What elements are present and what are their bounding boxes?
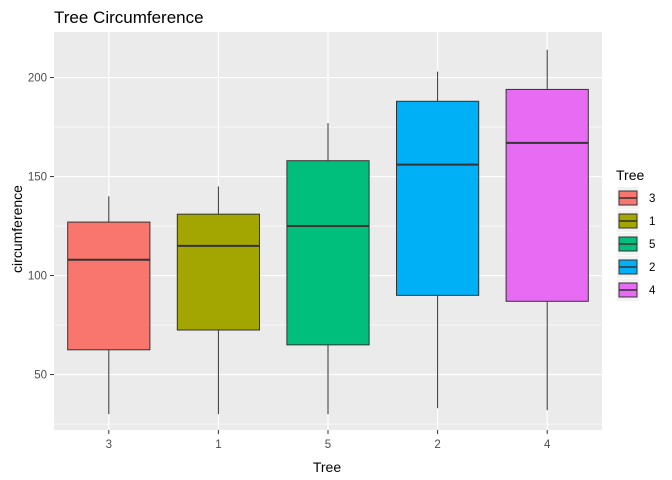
legend-label: 4 xyxy=(649,285,656,297)
box-body xyxy=(67,221,151,351)
legend-label: 3 xyxy=(649,193,655,205)
box-2 xyxy=(396,71,480,409)
chart-title: Tree Circumference xyxy=(54,8,204,27)
x-tick-label: 5 xyxy=(325,439,331,451)
y-axis: 50 100 150 200 xyxy=(28,73,54,382)
x-tick-label: 1 xyxy=(215,439,221,451)
box-1 xyxy=(176,186,260,415)
box-body xyxy=(176,213,260,331)
box-3 xyxy=(67,196,151,415)
legend-label: 2 xyxy=(649,262,655,274)
box-body xyxy=(505,88,589,302)
x-tick-label: 3 xyxy=(106,439,112,451)
legend-item-4: 4 xyxy=(617,279,656,301)
box-body xyxy=(396,100,480,296)
legend-label: 1 xyxy=(649,216,655,228)
legend-item-2: 2 xyxy=(617,256,655,278)
legend-item-1: 1 xyxy=(617,210,655,232)
legend: Tree 3 1 5 2 4 xyxy=(616,167,656,301)
y-tick-label: 200 xyxy=(28,73,47,85)
legend-item-3: 3 xyxy=(617,187,655,209)
y-tick-label: 150 xyxy=(28,172,47,184)
x-axis-title: Tree xyxy=(313,459,341,475)
legend-title: Tree xyxy=(616,167,644,183)
legend-label: 5 xyxy=(649,239,655,251)
y-tick-label: 100 xyxy=(28,271,47,283)
x-tick-label: 2 xyxy=(434,439,440,451)
x-axis: 3 1 5 2 4 xyxy=(106,430,551,451)
box-5 xyxy=(286,123,370,415)
boxes-group xyxy=(67,49,589,415)
box-body xyxy=(286,160,370,346)
y-tick-label: 50 xyxy=(34,370,47,382)
legend-item-5: 5 xyxy=(617,233,655,255)
box-4 xyxy=(505,49,589,411)
y-axis-title: circumference xyxy=(9,185,25,273)
x-tick-label: 4 xyxy=(544,439,551,451)
